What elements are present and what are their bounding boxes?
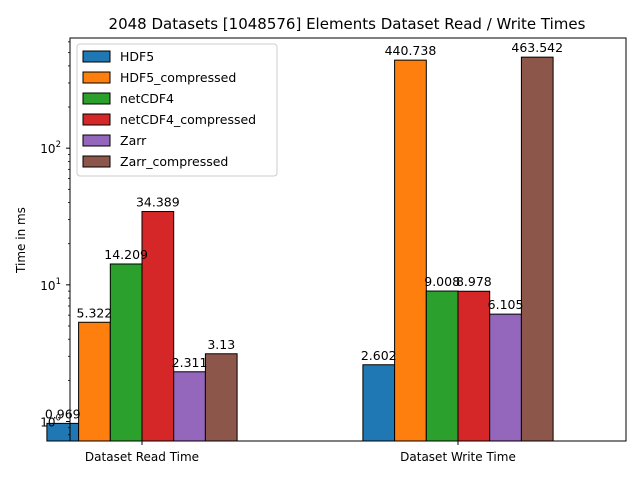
bar-0-1	[362, 364, 396, 442]
bar-2-1	[425, 290, 459, 442]
y-axis-label: Time in ms	[14, 207, 28, 274]
chart-title: 2048 Datasets [1048576] Elements Dataset…	[109, 15, 586, 33]
legend-label-1: HDF5_compressed	[120, 70, 236, 85]
data-label-4-1: 6.105	[488, 297, 524, 312]
legend-box	[76, 43, 278, 177]
legend: HDF5 HDF5_compressed netCDF4 netCDF4_compre…	[76, 43, 278, 177]
legend-label-5: Zarr_compressed	[120, 154, 228, 169]
bar-1-1	[394, 59, 427, 442]
data-label-1-0: 5.322	[77, 305, 113, 320]
legend-label-2: netCDF4	[120, 91, 174, 106]
data-label-5-0: 3.13	[207, 337, 235, 352]
data-label-0-1: 2.602	[361, 348, 397, 363]
data-label-4-0: 2.311	[172, 355, 208, 370]
legend-swatch-2	[82, 92, 111, 105]
legend-swatch-3	[82, 113, 111, 126]
legend-swatch-4	[82, 134, 111, 147]
x-tick-label-1: Dataset Write Time	[400, 450, 516, 464]
bar-4-1	[489, 313, 522, 442]
legend-label-0: HDF5	[120, 49, 154, 64]
data-label-1-1: 440.738	[385, 43, 437, 58]
bars-layer	[46, 56, 554, 442]
bar-3-0	[141, 211, 175, 442]
ticks-layer: Dataset Read Time Dataset Write Time 100 10…	[40, 41, 516, 464]
data-label-3-1: 8.978	[456, 274, 492, 289]
plot-frame	[69, 37, 627, 442]
data-label-5-1: 463.542	[511, 40, 563, 55]
bar-4-0	[173, 371, 206, 442]
legend-label-3: netCDF4_compressed	[120, 112, 256, 127]
bar-5-0	[204, 353, 238, 442]
bar-3-1	[457, 290, 491, 442]
data-label-2-0: 14.209	[104, 247, 148, 262]
data-label-2-1: 9.008	[424, 274, 460, 289]
data-label-3-0: 34.389	[136, 195, 180, 210]
y-tick-label-1: 101	[40, 277, 61, 293]
bar-1-0	[78, 321, 111, 442]
bar-5-1	[520, 56, 554, 442]
legend-label-4: Zarr	[120, 133, 147, 148]
legend-swatch-5	[82, 155, 111, 168]
legend-swatch-0	[82, 50, 111, 63]
x-tick-label-0: Dataset Read Time	[85, 450, 199, 464]
data-labels-layer: 0.969 2.602 5.322 440.738 14.209 9.008 34.389 8…	[45, 40, 563, 421]
data-label-0-0: 0.969	[45, 406, 81, 421]
legend-swatch-1	[82, 71, 111, 84]
y-tick-label-0: 100	[40, 414, 61, 430]
bar-2-0	[109, 263, 143, 442]
y-tick-label-2: 102	[40, 140, 61, 156]
